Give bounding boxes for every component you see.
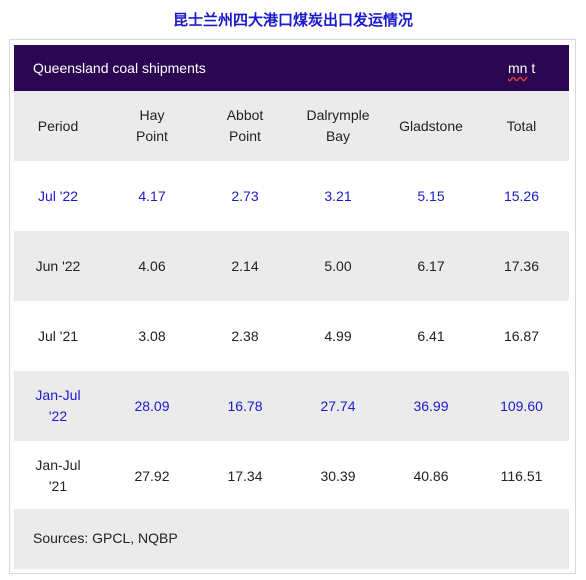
table-row-jul-21: Jul '21 3.08 2.38 4.99 6.41 16.87 bbox=[14, 301, 569, 371]
hay-point-cell: 28.09 bbox=[102, 371, 202, 441]
table-row-jan-jul-22: Jan-Jul '22 28.09 16.78 27.74 36.99 109.6… bbox=[14, 371, 569, 441]
abbot-point-cell: 2.14 bbox=[202, 231, 288, 301]
gladstone-cell: 36.99 bbox=[388, 371, 474, 441]
column-header-abbot-point: Abbot Point bbox=[202, 91, 288, 161]
column-header-dalrymple-bay: Dalrymple Bay bbox=[288, 91, 388, 161]
unit-t: t bbox=[527, 60, 536, 76]
page-title: 昆士兰州四大港口煤炭出口发运情况 bbox=[172, 11, 413, 29]
shipments-table: Period Hay Point Abbot Point Dalrymple Bay … bbox=[14, 91, 569, 511]
period-cell: Jan-Jul '21 bbox=[35, 457, 81, 494]
table-header-bar: Queensland coal shipments mn t bbox=[14, 45, 569, 91]
hay-point-cell: 3.08 bbox=[138, 327, 166, 344]
dalrymple-bay-cell: 4.99 bbox=[324, 327, 352, 344]
gladstone-cell: 6.17 bbox=[388, 231, 474, 301]
dalrymple-bay-cell: 30.39 bbox=[320, 467, 356, 484]
dalrymple-bay-cell: 27.74 bbox=[288, 371, 388, 441]
total-cell: 116.51 bbox=[500, 467, 543, 484]
abbot-point-cell: 2.38 bbox=[231, 327, 259, 344]
total-cell: 15.26 bbox=[503, 187, 540, 204]
table-row-jul-22: Jul '22 4.17 2.73 3.21 5.15 15.26 bbox=[14, 161, 569, 231]
column-header-total: Total bbox=[474, 91, 569, 161]
period-cell: Jul '22 bbox=[37, 187, 79, 204]
table-row-jan-jul-21: Jan-Jul '21 27.92 17.34 30.39 40.86 116.5… bbox=[14, 441, 569, 511]
gladstone-cell: 5.15 bbox=[417, 187, 445, 204]
column-header-row: Period Hay Point Abbot Point Dalrymple Bay … bbox=[14, 91, 569, 161]
gladstone-cell: 6.41 bbox=[417, 327, 445, 344]
abbot-point-cell: 17.34 bbox=[227, 467, 263, 484]
dalrymple-bay-cell: 3.21 bbox=[324, 187, 352, 204]
column-header-hay-point: Hay Point bbox=[102, 91, 202, 161]
hay-point-cell: 4.17 bbox=[138, 187, 166, 204]
table-title: Queensland coal shipments bbox=[33, 60, 206, 76]
abbot-point-cell: 2.73 bbox=[231, 187, 259, 204]
total-cell: 109.60 bbox=[474, 371, 569, 441]
hay-point-cell: 27.92 bbox=[134, 467, 170, 484]
column-header-gladstone: Gladstone bbox=[388, 91, 474, 161]
period-cell: Jul '21 bbox=[37, 327, 79, 344]
dalrymple-bay-cell: 5.00 bbox=[288, 231, 388, 301]
unit-label: mn t bbox=[508, 60, 535, 76]
hay-point-cell: 4.06 bbox=[102, 231, 202, 301]
sources-note: Sources: GPCL, NQBP bbox=[33, 530, 178, 546]
table-row-jun-22: Jun '22 4.06 2.14 5.00 6.17 17.36 bbox=[14, 231, 569, 301]
unit-mn: mn bbox=[508, 60, 528, 76]
table-footer: Sources: GPCL, NQBP bbox=[14, 509, 569, 569]
total-cell: 17.36 bbox=[474, 231, 569, 301]
table-frame bbox=[9, 39, 576, 574]
column-header-period: Period bbox=[14, 91, 102, 161]
period-cell: Jan-Jul '22 bbox=[14, 371, 102, 441]
period-cell: Jun '22 bbox=[14, 231, 102, 301]
abbot-point-cell: 16.78 bbox=[202, 371, 288, 441]
gladstone-cell: 40.86 bbox=[413, 467, 449, 484]
total-cell: 16.87 bbox=[503, 327, 540, 344]
